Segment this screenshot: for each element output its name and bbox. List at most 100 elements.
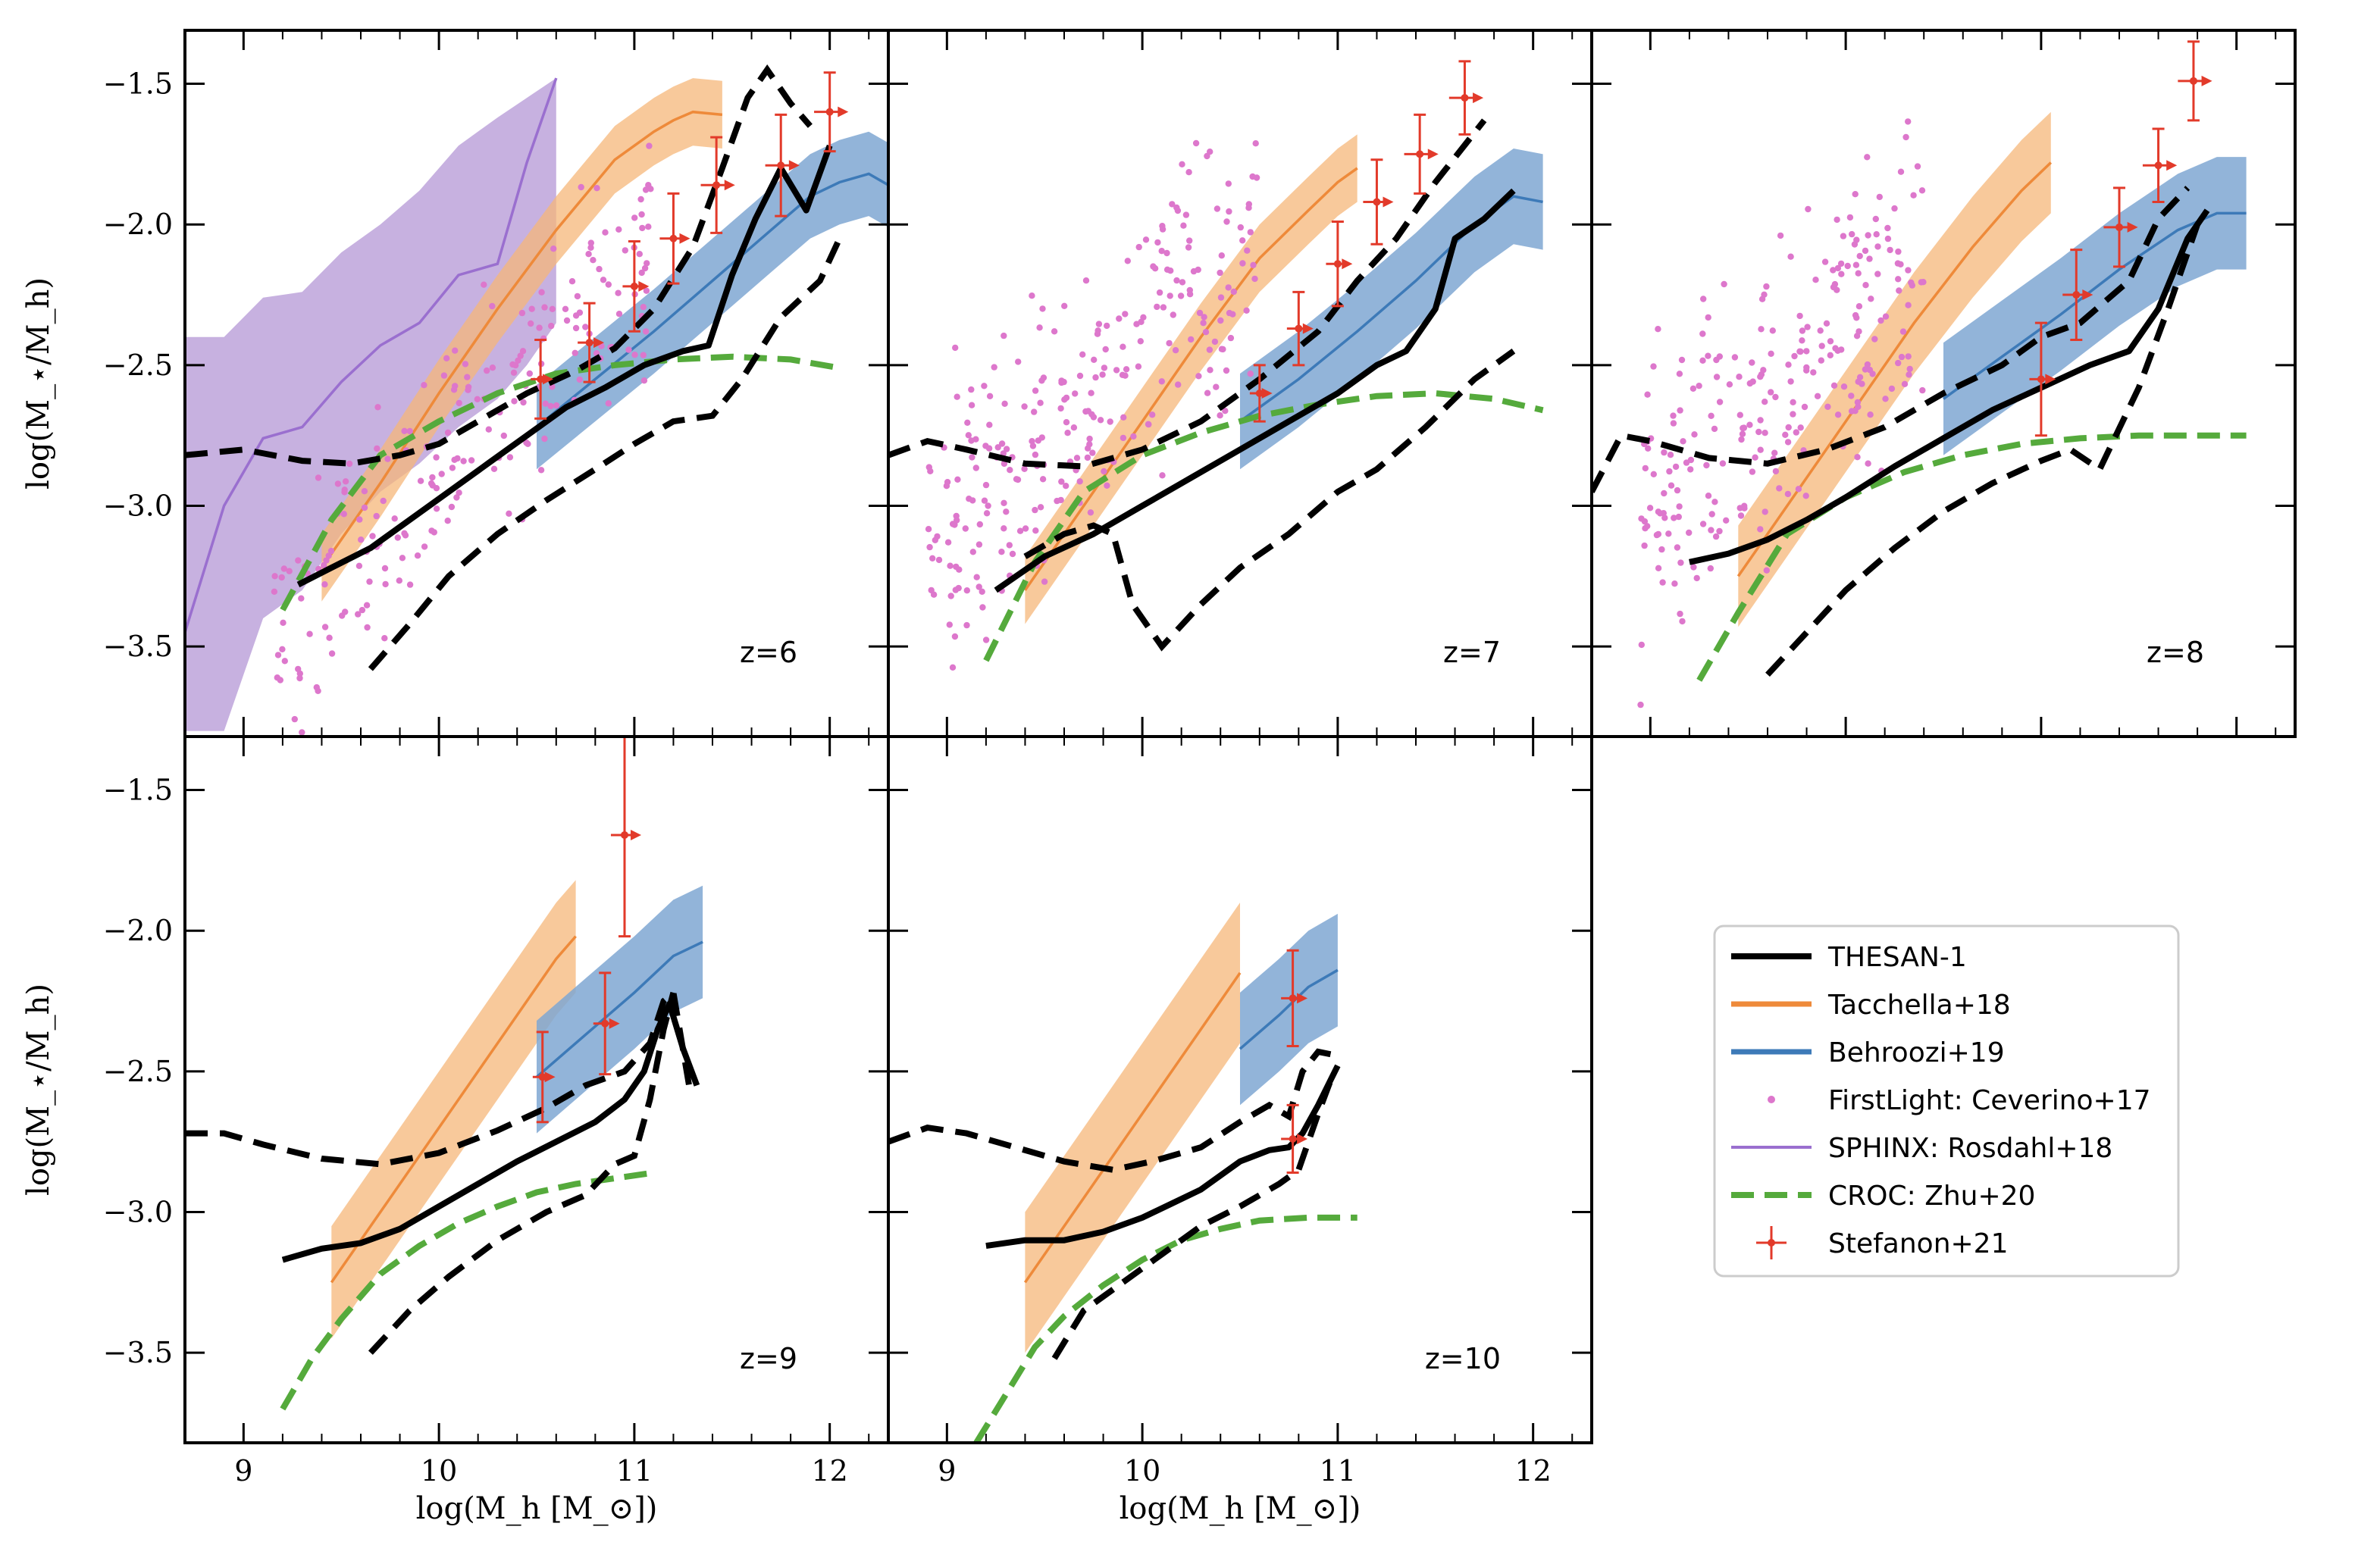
firstlight-point xyxy=(1247,371,1254,377)
firstlight-point xyxy=(510,369,518,376)
plot-area xyxy=(1592,40,2247,709)
firstlight-point xyxy=(1213,205,1221,212)
stefanon-point xyxy=(1363,158,1394,246)
stefanon-point xyxy=(531,338,554,420)
firstlight-point xyxy=(1795,486,1802,493)
firstlight-point xyxy=(1855,303,1863,310)
behroozi-line xyxy=(1239,195,1543,423)
firstlight-point xyxy=(1772,468,1780,475)
firstlight-point xyxy=(1679,618,1686,625)
croc-line xyxy=(280,353,841,612)
firstlight-point xyxy=(1085,408,1092,414)
firstlight-point xyxy=(585,251,592,258)
firstlight-point xyxy=(1665,530,1672,537)
x-tick-label: 10 xyxy=(421,1454,457,1487)
firstlight-point xyxy=(1763,283,1770,290)
firstlight-point xyxy=(1195,373,1202,380)
firstlight-point xyxy=(274,652,282,658)
firstlight-point xyxy=(1859,380,1865,387)
legend: THESAN-1 Tacchella+18 Behroozi+19 FirstLigh… xyxy=(1713,924,2180,1278)
firstlight-point xyxy=(982,637,990,643)
stefanon-point xyxy=(659,192,691,285)
firstlight-point xyxy=(1058,478,1065,485)
behroozi-band xyxy=(1240,913,1338,1106)
firstlight-point xyxy=(1776,485,1783,492)
firstlight-point xyxy=(1705,352,1711,359)
legend-item-behroozi: Behroozi+19 xyxy=(1731,1037,2005,1068)
firstlight-point xyxy=(453,494,460,501)
firstlight-point xyxy=(1031,408,1038,415)
firstlight-point xyxy=(968,386,975,393)
firstlight-point xyxy=(427,480,435,487)
firstlight-point xyxy=(1749,468,1756,475)
stefanon-point xyxy=(622,239,650,333)
firstlight-point xyxy=(1170,311,1177,318)
firstlight-point xyxy=(1862,366,1869,373)
firstlight-point xyxy=(401,427,408,434)
firstlight-point xyxy=(490,465,498,472)
firstlight-point xyxy=(954,393,960,400)
thesan-lower xyxy=(1051,1075,1335,1360)
firstlight-point xyxy=(1830,382,1838,389)
firstlight-point xyxy=(1757,446,1764,453)
firstlight-point xyxy=(1001,525,1007,532)
firstlight-point xyxy=(449,465,456,471)
firstlight-point xyxy=(576,376,583,383)
stefanon-point xyxy=(2178,40,2212,122)
firstlight-point xyxy=(1207,367,1213,374)
firstlight-point xyxy=(631,214,638,221)
firstlight-point xyxy=(1661,515,1668,521)
firstlight-point xyxy=(625,346,632,353)
firstlight-point xyxy=(1821,258,1829,265)
firstlight-point xyxy=(474,396,481,402)
behroozi-band xyxy=(1943,157,2247,455)
stefanon-point xyxy=(2029,321,2056,437)
plot-area xyxy=(185,737,703,1411)
firstlight-point xyxy=(562,305,569,312)
firstlight-point xyxy=(355,562,363,569)
firstlight-point xyxy=(460,458,467,465)
firstlight-point xyxy=(1036,324,1043,331)
firstlight-point xyxy=(511,398,518,405)
firstlight-point xyxy=(1169,201,1176,208)
firstlight-point xyxy=(1757,526,1764,533)
firstlight-point xyxy=(373,512,380,520)
firstlight-point xyxy=(1671,515,1677,521)
firstlight-point xyxy=(328,650,336,657)
tacchella-line xyxy=(1736,161,2053,577)
firstlight-point xyxy=(973,574,980,580)
firstlight-point xyxy=(1787,378,1794,385)
firstlight-point xyxy=(1037,399,1044,406)
firstlight-point xyxy=(1797,424,1804,431)
firstlight-point xyxy=(1149,411,1156,418)
firstlight-point xyxy=(639,224,646,232)
firstlight-point xyxy=(1179,279,1186,286)
firstlight-point xyxy=(1677,610,1683,618)
firstlight-point xyxy=(1090,414,1098,421)
firstlight-point xyxy=(342,478,349,485)
firstlight-point xyxy=(1158,378,1166,385)
firstlight-point xyxy=(429,474,436,481)
firstlight-point xyxy=(1827,338,1834,345)
legend-label: Stefanon+21 xyxy=(1828,1228,2008,1259)
firstlight-point xyxy=(1680,438,1686,445)
firstlight-point xyxy=(1746,380,1753,387)
firstlight-point xyxy=(1122,372,1129,379)
firstlight-point xyxy=(1790,411,1796,418)
firstlight-point xyxy=(321,562,327,569)
firstlight-point xyxy=(369,533,376,540)
firstlight-point xyxy=(1642,465,1649,472)
firstlight-point xyxy=(1803,348,1810,355)
stefanon-point xyxy=(814,71,849,153)
firstlight-point xyxy=(421,543,428,550)
firstlight-point xyxy=(1135,363,1142,370)
firstlight-point xyxy=(1217,317,1224,324)
firstlight-point xyxy=(1177,292,1185,299)
firstlight-point xyxy=(981,497,988,504)
firstlight-point xyxy=(1097,417,1104,424)
firstlight-point xyxy=(1150,263,1157,270)
firstlight-point xyxy=(1731,354,1739,361)
firstlight-point xyxy=(1696,383,1702,389)
firstlight-point xyxy=(1039,476,1047,483)
firstlight-point xyxy=(965,432,972,439)
